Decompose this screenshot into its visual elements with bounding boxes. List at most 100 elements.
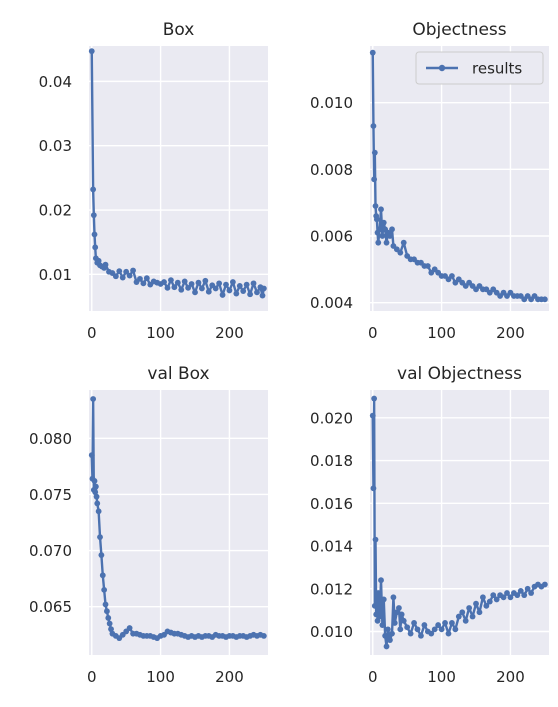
data-point	[382, 632, 389, 639]
data-point	[373, 216, 380, 223]
data-point	[375, 590, 382, 596]
data-point	[243, 281, 250, 288]
data-point	[93, 493, 100, 500]
data-point	[379, 233, 386, 239]
data-point	[369, 49, 376, 56]
data-point	[438, 626, 445, 633]
y-tick-label: 0.065	[29, 598, 72, 616]
data-point	[449, 273, 455, 279]
data-point	[92, 489, 99, 496]
x-tick-label: 200	[496, 668, 525, 686]
data-point	[397, 249, 404, 256]
data-point	[390, 594, 397, 601]
data-point	[119, 274, 126, 281]
data-point	[240, 288, 247, 294]
chart-title: Box	[163, 20, 195, 40]
data-point	[385, 626, 391, 633]
data-point	[387, 233, 393, 239]
data-point	[97, 534, 103, 540]
data-point	[404, 624, 411, 631]
data-point	[260, 285, 267, 292]
data-point	[188, 281, 195, 287]
data-point	[504, 590, 510, 596]
gridlines	[89, 46, 268, 311]
data-point	[91, 231, 98, 238]
data-point	[247, 291, 254, 298]
data-point	[181, 278, 188, 285]
y-tick-label: 0.03	[39, 137, 72, 155]
data-point	[91, 478, 98, 484]
y-tick-label: 0.008	[310, 161, 353, 179]
data-point	[490, 592, 497, 599]
plot-area	[370, 46, 549, 311]
data-point	[379, 622, 386, 628]
data-point	[92, 244, 99, 251]
data-point	[161, 279, 167, 285]
chart-panel: 0 100 200 0.01 0.02 0.03 0.04 Box	[39, 20, 268, 342]
data-point	[372, 203, 379, 209]
data-point	[90, 212, 97, 219]
data-point	[104, 608, 110, 615]
data-point	[397, 626, 404, 633]
data-point	[469, 613, 476, 620]
data-point	[371, 395, 378, 402]
data-point	[521, 592, 528, 599]
data-point	[459, 609, 466, 616]
data-point	[376, 226, 383, 233]
data-point	[500, 594, 507, 601]
data-point	[260, 633, 267, 639]
data-point	[383, 643, 390, 650]
data-point	[205, 288, 212, 295]
x-tick-label: 0	[87, 324, 97, 342]
chart-title: Objectness	[412, 20, 506, 40]
x-tick-label: 100	[146, 668, 175, 686]
data-point	[143, 275, 150, 282]
data-point	[95, 508, 102, 515]
chart-panel: 0 100 200 0.004 0.006 0.008 0.010 Objectness res…	[310, 20, 549, 342]
legend: results	[415, 51, 544, 85]
data-point	[380, 219, 387, 226]
data-point	[476, 609, 483, 616]
legend-box	[415, 51, 544, 85]
y-tick-label: 0.004	[310, 294, 353, 312]
data-point	[507, 594, 514, 601]
data-point	[418, 632, 424, 639]
data-point	[373, 600, 380, 607]
data-point	[435, 622, 442, 628]
y-tick-label: 0.014	[310, 538, 353, 556]
data-point	[88, 452, 95, 459]
y-tick-label: 0.018	[310, 452, 353, 470]
gridlines	[89, 390, 268, 655]
data-point	[473, 600, 479, 607]
data-point	[106, 620, 113, 627]
data-point	[407, 630, 414, 637]
data-point	[90, 186, 97, 193]
data-point	[389, 226, 395, 233]
data-point	[236, 283, 243, 289]
data-point	[98, 552, 105, 558]
data-point	[112, 273, 119, 280]
data-point	[528, 590, 534, 596]
data-point	[90, 396, 97, 402]
data-point	[259, 292, 266, 299]
data-point	[400, 239, 407, 246]
data-point	[389, 630, 395, 637]
y-tick-label: 0.01	[39, 266, 72, 284]
data-point	[541, 296, 548, 303]
data-point	[517, 587, 524, 594]
data-point	[466, 605, 473, 611]
legend-marker	[438, 64, 446, 72]
data-point	[400, 617, 407, 624]
x-tick-label: 0	[368, 668, 378, 686]
data-point	[370, 485, 377, 492]
data-point	[185, 284, 192, 291]
chart-panel: 0 100 200 0.010 0.012 0.014 0.016 0.018 0.020 val…	[310, 364, 549, 686]
y-tick-label: 0.010	[310, 623, 353, 641]
x-tick-label: 100	[427, 324, 456, 342]
data-point	[94, 500, 101, 507]
y-tick-label: 0.075	[29, 486, 72, 504]
data-point	[398, 611, 405, 618]
data-point	[199, 285, 205, 292]
legend-label: results	[472, 60, 522, 78]
